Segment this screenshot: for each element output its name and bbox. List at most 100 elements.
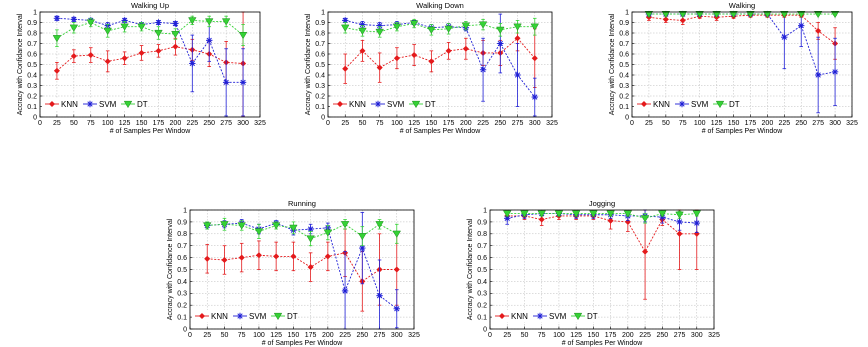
data-point (428, 58, 435, 65)
data-point (780, 11, 789, 19)
data-point (375, 221, 384, 229)
series-dt (644, 11, 840, 19)
data-point (814, 71, 822, 79)
x-tick-label: 250 (795, 120, 807, 127)
x-tick-label: 125 (570, 332, 582, 339)
data-point (70, 53, 77, 60)
x-tick-label: 0 (488, 332, 492, 339)
x-tick-label: 275 (674, 332, 686, 339)
data-point-stroke (798, 22, 804, 29)
y-tick-label: 0.5 (619, 62, 629, 69)
data-point (375, 28, 384, 37)
series-knn (504, 209, 700, 300)
data-point-stroke (155, 19, 162, 26)
series-line (207, 223, 397, 240)
data-point-stroke (832, 69, 838, 75)
x-tick-label: 150 (728, 120, 740, 127)
x-tick-label: 50 (221, 332, 229, 339)
data-point (222, 79, 230, 86)
y-tick-label: 0.2 (619, 93, 629, 100)
y-tick-label: 0.1 (477, 315, 487, 322)
data-point (392, 230, 402, 238)
y-tick-label: 0.8 (27, 30, 37, 37)
data-point (513, 23, 522, 31)
data-point (137, 23, 146, 31)
data-point (221, 18, 231, 26)
y-tick-label: 0.9 (619, 20, 629, 27)
data-point (376, 64, 383, 71)
y-axis-label: Accracy with Confidance Interval (609, 13, 616, 115)
data-point-stroke (359, 245, 365, 251)
legend: KNN SVM DT (330, 98, 436, 110)
data-point-stroke (359, 21, 366, 28)
y-tick-label: 0.3 (619, 83, 629, 90)
data-point-stroke (781, 34, 787, 40)
data-point (831, 68, 839, 76)
x-tick-label: 325 (408, 332, 420, 339)
data-point (411, 52, 418, 59)
x-tick-label: 0 (630, 120, 634, 127)
x-tick-label: 75 (87, 120, 95, 127)
series-dt (502, 210, 702, 224)
legend-label: DT (729, 100, 740, 109)
data-point (642, 248, 649, 255)
y-tick-label: 0.7 (477, 243, 487, 250)
plot-frame (489, 209, 715, 330)
x-tick-label: 0 (326, 120, 330, 127)
data-point-stroke (377, 22, 383, 29)
series-dt (52, 15, 248, 48)
y-tick-label: 0.2 (177, 303, 187, 310)
y-tick-label: 0.9 (477, 219, 487, 226)
x-axis-label: # of Samples Per Window (400, 128, 481, 135)
series-line (56, 17, 244, 83)
x-tick-label: 175 (605, 332, 617, 339)
legend-marker (678, 100, 686, 108)
data-point (514, 35, 521, 42)
data-point (678, 11, 688, 19)
y-tick-label: 1 (183, 207, 187, 214)
x-tick-label: 225 (186, 120, 198, 127)
data-point (120, 23, 129, 31)
data-point (531, 93, 538, 101)
data-point (53, 67, 60, 74)
x-tick-label: 150 (588, 332, 600, 339)
x-tick-label: 325 (546, 120, 558, 127)
y-tick-label: 0 (483, 326, 487, 333)
x-tick-label: 200 (460, 120, 472, 127)
y-tick-label: 0.5 (27, 62, 37, 69)
legend-marker-stroke (375, 101, 381, 107)
data-point (206, 37, 213, 44)
data-point (746, 11, 755, 19)
data-point (342, 65, 349, 72)
y-tick-label: 0.4 (27, 72, 37, 79)
x-tick-label: 25 (53, 120, 61, 127)
series-line (345, 23, 535, 33)
data-point (763, 11, 772, 19)
y-tick-label: 0.4 (477, 279, 487, 286)
data-point-stroke (223, 79, 229, 86)
y-tick-label: 0 (33, 114, 37, 121)
y-tick-label: 0.6 (619, 51, 629, 58)
series-svm (645, 10, 839, 114)
data-point (254, 228, 264, 236)
chart-title: Walking Up (131, 1, 169, 10)
y-tick-label: 0.2 (477, 303, 487, 310)
data-point (189, 60, 196, 67)
data-point-stroke (394, 306, 400, 312)
data-point (607, 217, 614, 224)
y-tick-label: 0.3 (177, 291, 187, 298)
y-axis-label: Accracy with Confidance Interval (305, 13, 312, 115)
data-point (661, 11, 671, 19)
y-tick-label: 0.9 (177, 219, 187, 226)
data-point (154, 29, 163, 38)
data-point-stroke (54, 15, 60, 21)
data-point (376, 292, 383, 299)
legend-label: KNN (653, 100, 670, 109)
y-tick-label: 0.8 (619, 30, 629, 37)
x-tick-label: 325 (254, 120, 266, 127)
x-tick-label: 50 (359, 120, 367, 127)
chart-title: Walking (729, 1, 755, 10)
y-tick-label: 0 (183, 326, 187, 333)
x-tick-label: 200 (322, 332, 334, 339)
x-tick-label: 100 (253, 332, 265, 339)
